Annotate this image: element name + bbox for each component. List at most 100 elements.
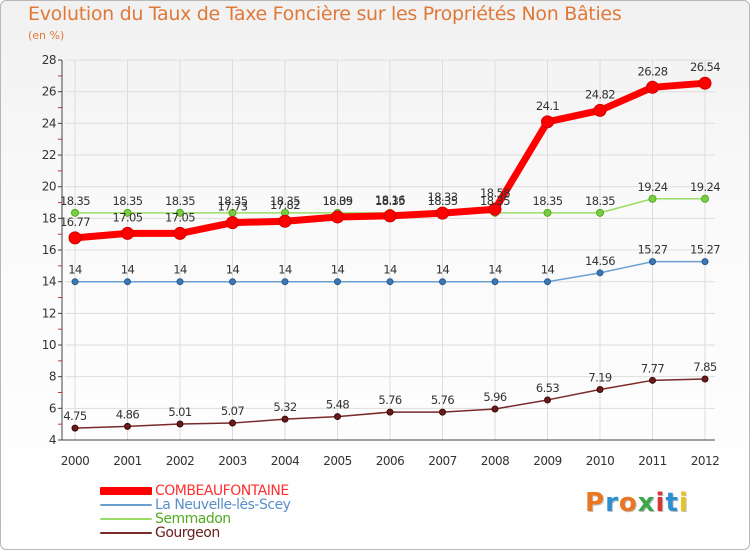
data-label: 14.56 bbox=[585, 254, 615, 268]
data-label: 5.76 bbox=[431, 393, 454, 407]
logo-letter: x bbox=[637, 488, 656, 518]
data-label: 18.33 bbox=[428, 190, 458, 204]
data-label: 24.1 bbox=[536, 99, 559, 113]
y-tick-label: 4 bbox=[49, 433, 56, 447]
data-point bbox=[71, 278, 79, 286]
data-label: 18.35 bbox=[480, 194, 510, 208]
data-point bbox=[229, 419, 236, 427]
data-label: 24.82 bbox=[585, 87, 615, 101]
data-point bbox=[386, 278, 394, 286]
data-point bbox=[541, 115, 554, 129]
data-label: 5.76 bbox=[378, 393, 401, 407]
legend-label: Gourgeon bbox=[155, 525, 220, 541]
y-tick-label: 18 bbox=[42, 211, 56, 225]
data-point bbox=[383, 209, 397, 223]
x-tick-label: 2012 bbox=[691, 454, 720, 468]
data-point bbox=[173, 226, 187, 240]
logo-letter: o bbox=[618, 488, 638, 518]
y-tick-label: 10 bbox=[42, 338, 56, 352]
data-label: 15.27 bbox=[690, 243, 720, 257]
data-label: 14 bbox=[68, 263, 82, 277]
y-tick-label: 24 bbox=[42, 116, 56, 130]
data-label: 7.19 bbox=[588, 371, 611, 385]
data-point bbox=[386, 408, 394, 416]
data-point bbox=[71, 208, 79, 217]
y-tick-label: 22 bbox=[42, 148, 56, 162]
data-label: 26.28 bbox=[638, 64, 668, 78]
data-label: 17.05 bbox=[165, 210, 195, 224]
data-label: 7.77 bbox=[641, 361, 664, 375]
x-tick-label: 2001 bbox=[113, 454, 142, 468]
data-point bbox=[596, 208, 604, 217]
y-tick-label: 6 bbox=[49, 401, 56, 415]
data-label: 5.48 bbox=[326, 398, 349, 412]
data-point bbox=[649, 258, 656, 266]
logo-letter: P bbox=[585, 488, 606, 518]
data-point bbox=[544, 278, 551, 286]
data-label: 15.27 bbox=[638, 243, 668, 257]
data-point bbox=[701, 375, 709, 383]
x-tick-label: 2004 bbox=[271, 454, 300, 468]
data-label: 19.24 bbox=[638, 180, 668, 194]
x-tick-label: 2008 bbox=[481, 454, 510, 468]
data-label: 5.96 bbox=[483, 390, 506, 404]
data-point bbox=[701, 258, 709, 266]
logo-letter: t bbox=[665, 488, 679, 518]
chart-title: Evolution du Taux de Taxe Foncière sur l… bbox=[28, 3, 622, 25]
data-point bbox=[121, 226, 134, 240]
legend-swatch bbox=[100, 518, 152, 520]
data-point bbox=[176, 278, 184, 286]
x-tick-label: 2009 bbox=[533, 454, 562, 468]
data-label: 14 bbox=[278, 263, 292, 277]
data-point bbox=[331, 210, 344, 224]
data-point bbox=[281, 278, 289, 286]
data-label: 18.35 bbox=[113, 194, 143, 208]
data-point bbox=[229, 278, 236, 286]
data-point bbox=[124, 278, 131, 286]
data-label: 18.35 bbox=[428, 194, 458, 208]
data-point bbox=[596, 269, 604, 277]
data-point bbox=[334, 278, 341, 286]
legend-label: COMBEAUFONTAINE bbox=[155, 483, 289, 499]
legend-swatch bbox=[100, 532, 152, 534]
data-label: 14 bbox=[436, 263, 450, 277]
data-point bbox=[334, 413, 341, 421]
data-label: 5.32 bbox=[273, 400, 296, 414]
data-point bbox=[543, 208, 552, 217]
data-label: 5.01 bbox=[168, 405, 191, 419]
y-tick-label: 8 bbox=[49, 370, 56, 384]
x-tick-label: 2000 bbox=[61, 454, 90, 468]
data-label: 7.85 bbox=[693, 360, 716, 374]
data-label: 18.16 bbox=[375, 193, 405, 207]
y-unit-label: (en %) bbox=[28, 29, 65, 42]
data-point bbox=[71, 424, 79, 432]
legend-swatch bbox=[100, 504, 152, 506]
data-label: 14 bbox=[173, 263, 187, 277]
y-tick-label: 14 bbox=[42, 275, 56, 289]
data-label: 4.86 bbox=[116, 407, 139, 421]
x-tick-label: 2011 bbox=[638, 454, 667, 468]
data-point bbox=[491, 405, 499, 413]
data-label: 18.35 bbox=[270, 194, 300, 208]
x-tick-label: 2002 bbox=[166, 454, 195, 468]
data-label: 14 bbox=[226, 263, 240, 277]
legend-swatch bbox=[100, 487, 152, 495]
data-point bbox=[176, 208, 184, 217]
data-label: 18.35 bbox=[218, 194, 248, 208]
data-label: 14 bbox=[383, 263, 397, 277]
x-tick-label: 2006 bbox=[376, 454, 405, 468]
y-tick-label: 12 bbox=[42, 306, 56, 320]
legend-label: La Neuvelle-lès-Scey bbox=[155, 497, 291, 513]
data-label: 6.53 bbox=[536, 381, 559, 395]
data-label: 16.77 bbox=[60, 215, 90, 229]
y-tick-label: 28 bbox=[42, 53, 56, 67]
data-point bbox=[68, 231, 82, 245]
data-label: 14 bbox=[331, 263, 345, 277]
data-point bbox=[124, 422, 131, 430]
data-label: 18.35 bbox=[165, 194, 195, 208]
data-point bbox=[491, 278, 499, 286]
logo-letter: i bbox=[678, 488, 689, 518]
data-label: 17.73 bbox=[218, 200, 248, 214]
data-label: 18.35 bbox=[585, 194, 615, 208]
